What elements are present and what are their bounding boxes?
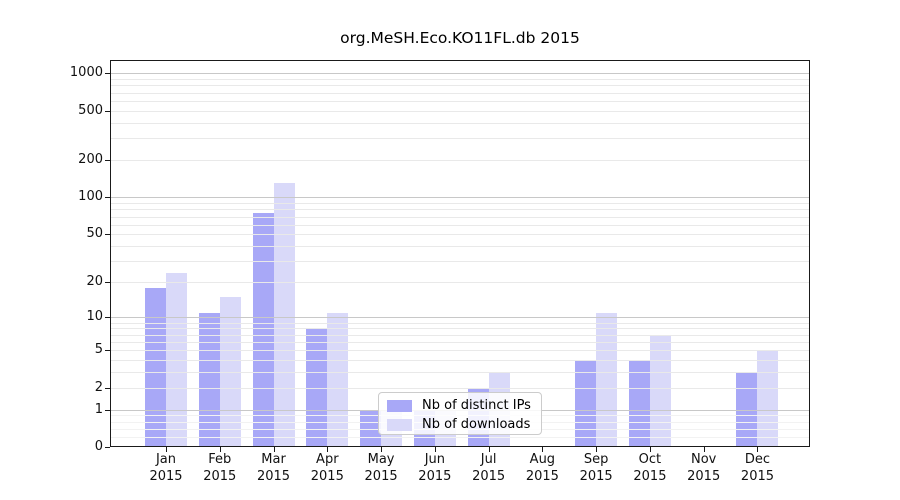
gridline: [111, 437, 809, 439]
bar-nb-of-distinct-ips-jan: [145, 287, 166, 446]
legend-swatch-downloads: [387, 418, 412, 431]
x-tick-mark: [273, 447, 275, 452]
gridline: [111, 322, 809, 324]
y-tick-mark: [105, 110, 110, 112]
y-tick-mark: [105, 447, 110, 448]
gridline: [111, 203, 809, 205]
gridline: [111, 282, 809, 284]
y-tick-label: 5: [94, 342, 103, 358]
gridline: [111, 328, 809, 330]
y-tick-mark: [105, 409, 110, 411]
gridline: [111, 261, 809, 263]
x-tick-mark: [434, 447, 436, 452]
y-tick-label: 1: [94, 401, 103, 417]
y-tick-label: 50: [86, 226, 103, 242]
gridline: [111, 234, 809, 236]
y-tick-label: 0: [94, 439, 103, 454]
legend-label-downloads: Nb of downloads: [422, 417, 531, 432]
x-tick-label: Sep 2015: [579, 452, 613, 484]
legend-label-distinct-ips: Nb of distinct IPs: [422, 398, 531, 413]
bar-nb-of-distinct-ips-dec: [736, 372, 758, 446]
x-tick-label: Oct 2015: [633, 452, 667, 484]
y-tick-label: 200: [78, 152, 103, 168]
gridline: [111, 85, 809, 87]
bar-nb-of-downloads-feb: [219, 297, 241, 446]
bar-nb-of-distinct-ips-sep: [575, 359, 597, 446]
y-tick-mark: [105, 197, 110, 199]
x-tick-label: May 2015: [364, 452, 398, 484]
x-tick-mark: [649, 447, 651, 452]
x-tick-mark: [757, 447, 759, 452]
gridline: [111, 101, 809, 103]
legend-item-distinct-ips: Nb of distinct IPs: [379, 397, 541, 414]
x-tick-mark: [381, 447, 383, 452]
x-tick-label: Mar 2015: [256, 452, 291, 484]
y-tick-label: 1000: [69, 65, 103, 81]
y-tick-label: 500: [78, 102, 103, 118]
plot-area: Nb of distinct IPs Nb of downloads: [110, 60, 810, 447]
y-tick-label: 2: [94, 379, 103, 395]
gridline: [111, 216, 809, 218]
gridline: [111, 334, 809, 336]
bar-nb-of-distinct-ips-mar: [252, 212, 274, 446]
x-tick-label: Jul 2015: [472, 452, 506, 484]
y-tick-mark: [105, 160, 110, 162]
gridline: [111, 246, 809, 248]
x-tick-mark: [327, 447, 329, 452]
bar-nb-of-downloads-apr: [327, 312, 349, 446]
gridline: [111, 372, 809, 374]
bar-nb-of-downloads-mar: [273, 183, 295, 446]
gridline: [111, 73, 809, 75]
bar-nb-of-downloads-dec: [757, 350, 779, 446]
gridline: [111, 359, 809, 361]
x-tick-label: Feb 2015: [203, 452, 237, 484]
bar-nb-of-downloads-sep: [596, 312, 618, 446]
y-tick-mark: [105, 350, 110, 352]
x-tick-label: Jun 2015: [418, 452, 452, 484]
y-tick-mark: [105, 282, 110, 284]
gridline: [111, 197, 809, 199]
bar-nb-of-distinct-ips-apr: [306, 328, 328, 446]
gridline: [111, 350, 809, 352]
y-tick-mark: [105, 73, 110, 75]
x-tick-mark: [542, 447, 544, 452]
gridline: [111, 122, 809, 124]
y-tick-label: 10: [86, 309, 103, 325]
x-tick-mark: [166, 447, 167, 452]
y-tick-label: 20: [86, 274, 103, 290]
y-tick-mark: [105, 234, 110, 236]
chart-title: org.MeSH.Eco.KO11FL.db 2015: [340, 29, 580, 47]
gridline: [111, 79, 809, 81]
y-tick-label: 100: [78, 189, 103, 205]
x-tick-label: Aug 2015: [525, 452, 559, 484]
gridline: [111, 110, 809, 112]
x-tick-label: Jan 2015: [149, 452, 183, 484]
gridline: [111, 341, 809, 343]
x-tick-label: Nov 2015: [687, 452, 721, 484]
x-tick-mark: [488, 447, 490, 452]
x-tick-mark: [219, 447, 221, 452]
bar-nb-of-distinct-ips-may: [360, 409, 382, 446]
legend-swatch-distinct-ips: [387, 399, 412, 412]
bar-nb-of-downloads-jan: [166, 272, 187, 446]
y-tick-mark: [105, 317, 110, 319]
gridline: [111, 387, 809, 389]
gridline: [111, 160, 809, 162]
gridline: [111, 317, 809, 319]
x-tick-label: Dec 2015: [740, 452, 775, 484]
bar-nb-of-distinct-ips-oct: [628, 359, 650, 446]
gridline: [111, 138, 809, 140]
legend: Nb of distinct IPs Nb of downloads: [378, 392, 542, 435]
x-tick-mark: [703, 447, 705, 452]
x-tick-label: Apr 2015: [310, 452, 344, 484]
x-tick-mark: [596, 447, 598, 452]
gridline: [111, 209, 809, 211]
bar-nb-of-distinct-ips-feb: [198, 312, 220, 446]
bar-nb-of-downloads-oct: [649, 334, 671, 446]
legend-item-downloads: Nb of downloads: [379, 416, 541, 433]
gridline: [111, 92, 809, 94]
gridline: [111, 224, 809, 226]
y-tick-mark: [105, 387, 110, 389]
